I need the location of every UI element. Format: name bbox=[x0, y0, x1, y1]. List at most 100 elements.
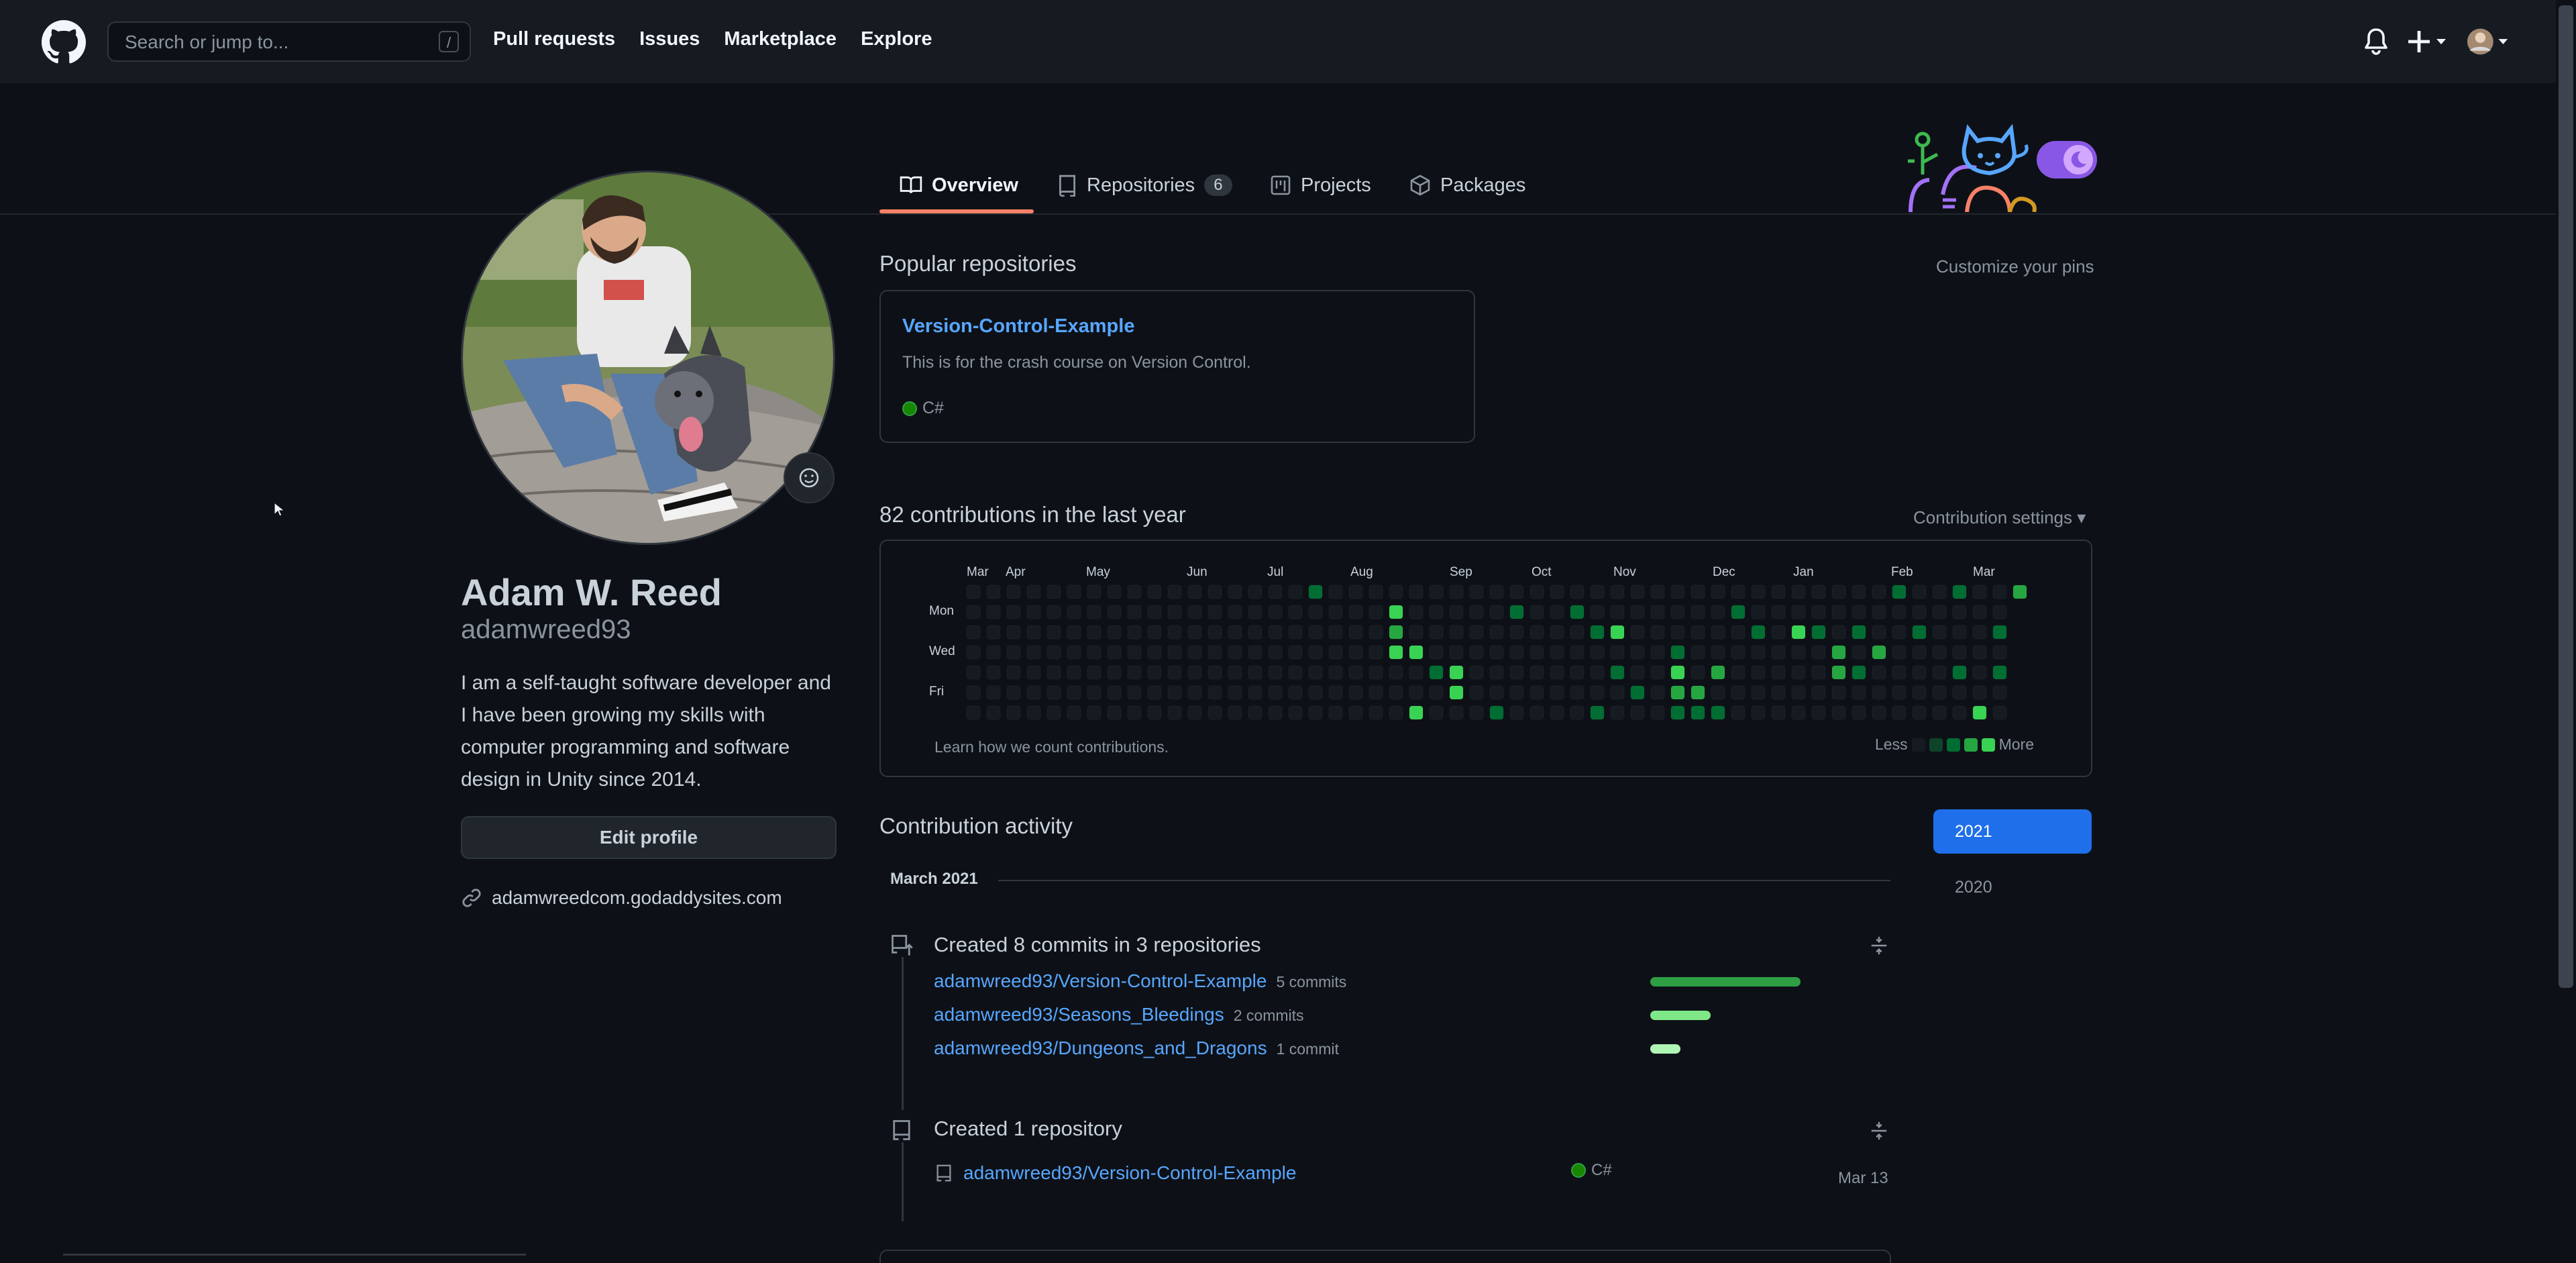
contribution-day-cell[interactable] bbox=[1509, 705, 1524, 720]
contribution-day-cell[interactable] bbox=[1912, 665, 1927, 680]
contribution-day-cell[interactable] bbox=[1268, 685, 1283, 700]
contribution-day-cell[interactable] bbox=[1026, 665, 1041, 680]
contribution-day-cell[interactable] bbox=[1368, 645, 1383, 660]
contribution-day-cell[interactable] bbox=[1771, 685, 1786, 700]
nav-pull-requests[interactable]: Pull requests bbox=[493, 28, 616, 50]
contribution-day-cell[interactable] bbox=[1550, 645, 1564, 660]
contribution-day-cell[interactable] bbox=[1872, 705, 1886, 720]
contribution-day-cell[interactable] bbox=[1690, 605, 1705, 619]
contribution-day-cell[interactable] bbox=[1570, 705, 1585, 720]
contribution-day-cell[interactable] bbox=[1167, 705, 1182, 720]
contribution-day-cell[interactable] bbox=[1892, 625, 1907, 640]
contribution-day-cell[interactable] bbox=[1670, 625, 1685, 640]
contribution-day-cell[interactable] bbox=[1127, 625, 1142, 640]
contribution-day-cell[interactable] bbox=[1046, 605, 1061, 619]
contribution-day-cell[interactable] bbox=[1268, 625, 1283, 640]
contribution-day-cell[interactable] bbox=[1308, 625, 1323, 640]
notifications-bell-icon[interactable] bbox=[2363, 27, 2390, 56]
contribution-day-cell[interactable] bbox=[1368, 685, 1383, 700]
contribution-day-cell[interactable] bbox=[1449, 685, 1464, 700]
contribution-day-cell[interactable] bbox=[1208, 585, 1222, 599]
contribution-day-cell[interactable] bbox=[1469, 665, 1484, 680]
contribution-day-cell[interactable] bbox=[1791, 685, 1806, 700]
fold-icon[interactable] bbox=[1869, 1121, 1889, 1141]
contribution-day-cell[interactable] bbox=[1208, 605, 1222, 619]
contribution-day-cell[interactable] bbox=[1932, 685, 1947, 700]
contribution-day-cell[interactable] bbox=[1509, 665, 1524, 680]
contribution-day-cell[interactable] bbox=[1067, 685, 1081, 700]
contribution-day-cell[interactable] bbox=[1087, 645, 1102, 660]
contribution-day-cell[interactable] bbox=[1972, 665, 1987, 680]
contribution-day-cell[interactable] bbox=[1389, 685, 1403, 700]
contribution-day-cell[interactable] bbox=[1489, 685, 1504, 700]
contribution-day-cell[interactable] bbox=[1409, 585, 1424, 599]
contribution-day-cell[interactable] bbox=[1268, 705, 1283, 720]
contribution-day-cell[interactable] bbox=[1187, 645, 1202, 660]
contribution-day-cell[interactable] bbox=[1167, 605, 1182, 619]
contribution-day-cell[interactable] bbox=[1429, 605, 1444, 619]
contribution-day-cell[interactable] bbox=[1368, 705, 1383, 720]
contribution-day-cell[interactable] bbox=[1650, 605, 1665, 619]
contribution-day-cell[interactable] bbox=[1892, 685, 1907, 700]
contribution-day-cell[interactable] bbox=[1670, 585, 1685, 599]
contribution-day-cell[interactable] bbox=[1912, 685, 1927, 700]
commit-repo-link[interactable]: adamwreed93/Seasons_Bleedings bbox=[934, 1004, 1224, 1025]
contribution-day-cell[interactable] bbox=[1107, 585, 1122, 599]
contribution-day-cell[interactable] bbox=[1469, 705, 1484, 720]
contribution-day-cell[interactable] bbox=[1348, 645, 1363, 660]
contribution-day-cell[interactable] bbox=[1087, 625, 1102, 640]
contribution-day-cell[interactable] bbox=[1912, 585, 1927, 599]
contribution-day-cell[interactable] bbox=[1409, 665, 1424, 680]
profile-avatar[interactable] bbox=[461, 170, 835, 545]
contribution-day-cell[interactable] bbox=[1791, 585, 1806, 599]
contribution-day-cell[interactable] bbox=[986, 645, 1001, 660]
contribution-day-cell[interactable] bbox=[1147, 705, 1162, 720]
contribution-day-cell[interactable] bbox=[1409, 705, 1424, 720]
contribution-day-cell[interactable] bbox=[1771, 705, 1786, 720]
contribution-day-cell[interactable] bbox=[1368, 625, 1383, 640]
contribution-day-cell[interactable] bbox=[1087, 665, 1102, 680]
contribution-day-cell[interactable] bbox=[1610, 585, 1625, 599]
contribution-day-cell[interactable] bbox=[1006, 665, 1021, 680]
edit-profile-button[interactable]: Edit profile bbox=[461, 816, 837, 859]
contribution-day-cell[interactable] bbox=[1389, 605, 1403, 619]
contribution-day-cell[interactable] bbox=[1751, 685, 1766, 700]
contribution-day-cell[interactable] bbox=[1127, 665, 1142, 680]
contribution-day-cell[interactable] bbox=[1288, 585, 1303, 599]
contribution-day-cell[interactable] bbox=[1208, 645, 1222, 660]
contribution-day-cell[interactable] bbox=[1107, 645, 1122, 660]
contribution-day-cell[interactable] bbox=[1248, 685, 1263, 700]
contribution-day-cell[interactable] bbox=[1509, 645, 1524, 660]
contribution-day-cell[interactable] bbox=[1087, 605, 1102, 619]
fold-icon[interactable] bbox=[1869, 936, 1889, 956]
contribution-day-cell[interactable] bbox=[1348, 685, 1363, 700]
contribution-day-cell[interactable] bbox=[1550, 705, 1564, 720]
contribution-day-cell[interactable] bbox=[1751, 645, 1766, 660]
contribution-day-cell[interactable] bbox=[1469, 625, 1484, 640]
contribution-day-cell[interactable] bbox=[1932, 705, 1947, 720]
contribution-day-cell[interactable] bbox=[1590, 605, 1605, 619]
contribution-day-cell[interactable] bbox=[1610, 605, 1625, 619]
contribution-day-cell[interactable] bbox=[1791, 625, 1806, 640]
contribution-day-cell[interactable] bbox=[1328, 605, 1343, 619]
contribution-day-cell[interactable] bbox=[1630, 665, 1645, 680]
contribution-day-cell[interactable] bbox=[1449, 645, 1464, 660]
contribution-day-cell[interactable] bbox=[1147, 665, 1162, 680]
contribution-day-cell[interactable] bbox=[1992, 685, 2007, 700]
contribution-day-cell[interactable] bbox=[1288, 665, 1303, 680]
contribution-day-cell[interactable] bbox=[1610, 685, 1625, 700]
contribution-day-cell[interactable] bbox=[1067, 585, 1081, 599]
contribution-day-cell[interactable] bbox=[1529, 645, 1544, 660]
contribution-day-cell[interactable] bbox=[1952, 705, 1967, 720]
contribution-day-cell[interactable] bbox=[1711, 665, 1725, 680]
contribution-day-cell[interactable] bbox=[1650, 625, 1665, 640]
contribution-day-cell[interactable] bbox=[1711, 625, 1725, 640]
tab-packages[interactable]: Packages bbox=[1409, 158, 1525, 212]
contribution-day-cell[interactable] bbox=[1590, 665, 1605, 680]
contribution-day-cell[interactable] bbox=[1550, 585, 1564, 599]
contribution-day-cell[interactable] bbox=[1228, 605, 1242, 619]
contribution-day-cell[interactable] bbox=[1429, 665, 1444, 680]
contribution-day-cell[interactable] bbox=[1147, 685, 1162, 700]
contribution-day-cell[interactable] bbox=[1550, 605, 1564, 619]
contribution-day-cell[interactable] bbox=[1831, 625, 1846, 640]
